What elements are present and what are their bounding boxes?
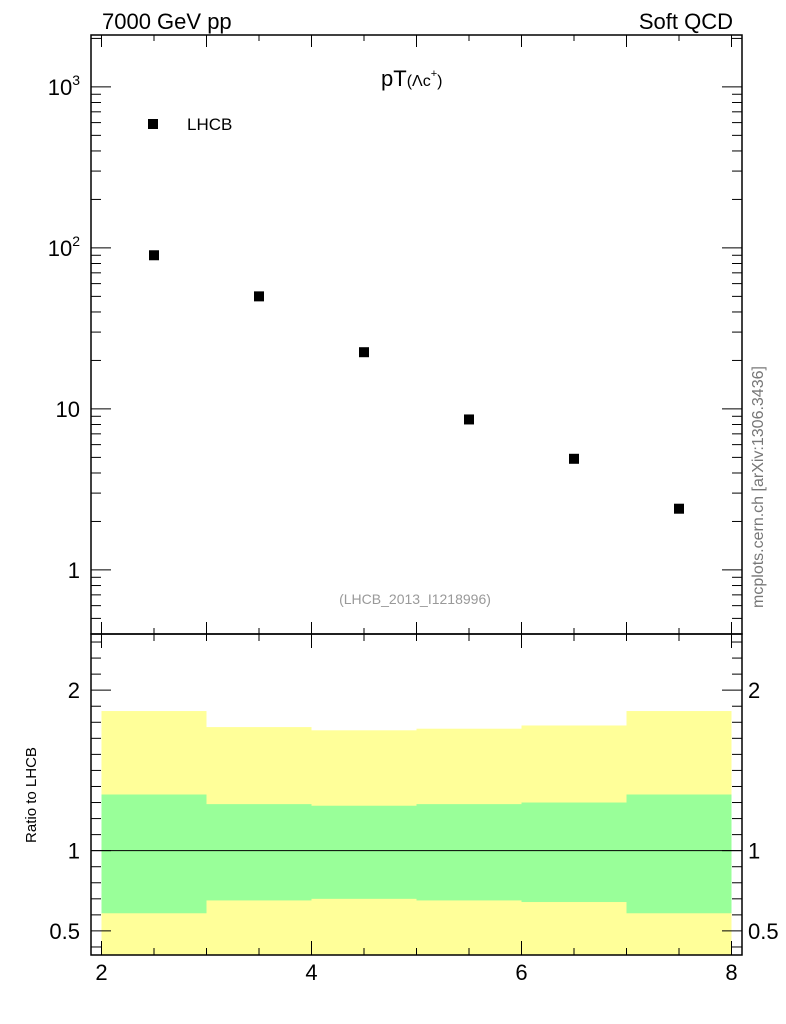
ratio-y-tick-label-left: 0.5 xyxy=(49,919,80,944)
y-tick-label: 102 xyxy=(48,233,80,261)
process-label: Soft QCD xyxy=(639,9,733,34)
ratio-panel: 2 2 1 1 0.5 0.5 2 4 6 8 Ratio to LHCB xyxy=(23,633,779,985)
x-tick-label: 2 xyxy=(95,960,107,985)
plot-title: pT(Λc+) xyxy=(381,66,442,91)
data-points xyxy=(149,250,684,514)
title-close: ) xyxy=(437,73,442,90)
x-tick-label: 8 xyxy=(725,960,737,985)
inner-band xyxy=(626,794,732,914)
x-tick-label: 6 xyxy=(515,960,527,985)
ratio-y-axis-label: Ratio to LHCB xyxy=(23,747,40,843)
ratio-ticks xyxy=(91,634,742,955)
inner-band xyxy=(101,794,207,914)
main-ticks xyxy=(91,35,742,635)
legend-label: LHCB xyxy=(187,115,232,134)
inner-band xyxy=(416,804,522,901)
ratio-y-tick-label-left: 1 xyxy=(68,839,80,864)
title-sub: (Λc xyxy=(407,73,431,90)
reference-label: (LHCB_2013_I1218996) xyxy=(339,591,491,607)
data-point xyxy=(569,453,579,464)
ratio-y-tick-label-right: 1 xyxy=(748,839,760,864)
inner-band xyxy=(206,804,312,901)
title-main: pT xyxy=(381,66,407,91)
ratio-frame xyxy=(90,633,743,956)
data-point xyxy=(149,250,159,261)
y-tick-label: 1 xyxy=(68,558,80,583)
ratio-y-tick-label-left: 2 xyxy=(68,678,80,703)
source-watermark: mcplots.cern.ch [arXiv:1306.3436] xyxy=(750,366,767,608)
x-tick-labels: 2 4 6 8 xyxy=(95,960,737,985)
data-point xyxy=(674,503,684,514)
inner-band xyxy=(311,805,417,899)
data-point xyxy=(359,347,369,358)
inner-band xyxy=(521,802,627,903)
uncertainty-bands xyxy=(101,711,732,955)
ratio-y-tick-label-right: 0.5 xyxy=(748,919,779,944)
data-point xyxy=(254,291,264,302)
y-tick-label: 103 xyxy=(48,72,80,100)
energy-label: 7000 GeV pp xyxy=(102,9,232,34)
x-tick-label: 4 xyxy=(305,960,317,985)
title-sup: + xyxy=(431,68,437,80)
y-tick-label: 10 xyxy=(56,397,80,422)
legend-marker xyxy=(148,119,158,129)
data-point xyxy=(464,414,474,425)
ratio-y-tick-labels: 2 2 1 1 0.5 0.5 xyxy=(49,678,778,944)
ratio-y-tick-label-right: 2 xyxy=(748,678,760,703)
